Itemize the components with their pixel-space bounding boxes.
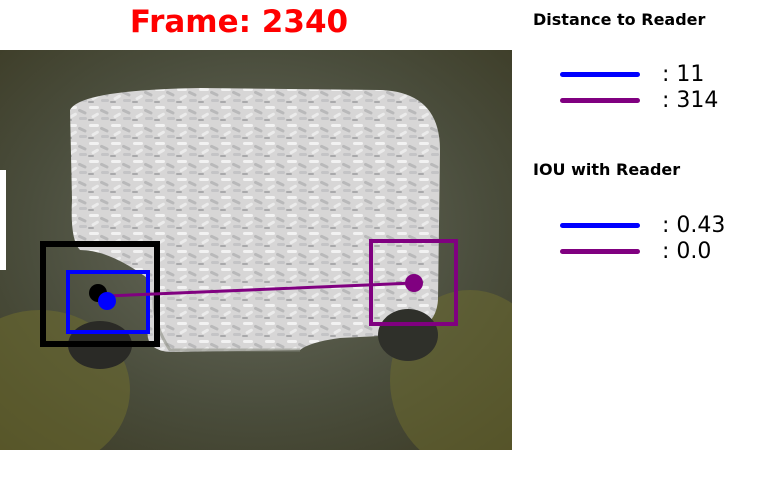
iou-legend-row: : 0.0 bbox=[560, 239, 760, 265]
video-frame-canvas bbox=[0, 50, 512, 450]
iou-legend-row: : 0.43 bbox=[560, 213, 760, 239]
iou-value: : 0.0 bbox=[662, 239, 712, 264]
iou-swatch bbox=[560, 223, 640, 228]
tracker-b-centroid bbox=[405, 274, 423, 292]
iou-swatch bbox=[560, 249, 640, 254]
distance-section-title: Distance to Reader bbox=[533, 10, 706, 29]
iou-value: : 0.43 bbox=[662, 213, 726, 238]
frame-counter: Frame: 2340 bbox=[129, 4, 349, 40]
distance-legend-row: : 314 bbox=[560, 88, 760, 114]
distance-swatch bbox=[560, 98, 640, 103]
tracker-a-centroid bbox=[98, 292, 116, 310]
iou-section-title: IOU with Reader bbox=[533, 160, 681, 179]
distance-swatch bbox=[560, 72, 640, 77]
tracked-mouse bbox=[378, 309, 438, 361]
distance-line-tracker-b bbox=[106, 281, 415, 298]
distance-legend-row: : 11 bbox=[560, 62, 760, 88]
video-frame bbox=[0, 50, 512, 450]
distance-value: : 314 bbox=[662, 88, 719, 113]
tracker-a-bounding-box bbox=[66, 270, 150, 334]
tracker-b-bounding-box bbox=[369, 239, 458, 326]
arena-edge-marker bbox=[0, 170, 6, 270]
distance-value: : 11 bbox=[662, 62, 705, 87]
